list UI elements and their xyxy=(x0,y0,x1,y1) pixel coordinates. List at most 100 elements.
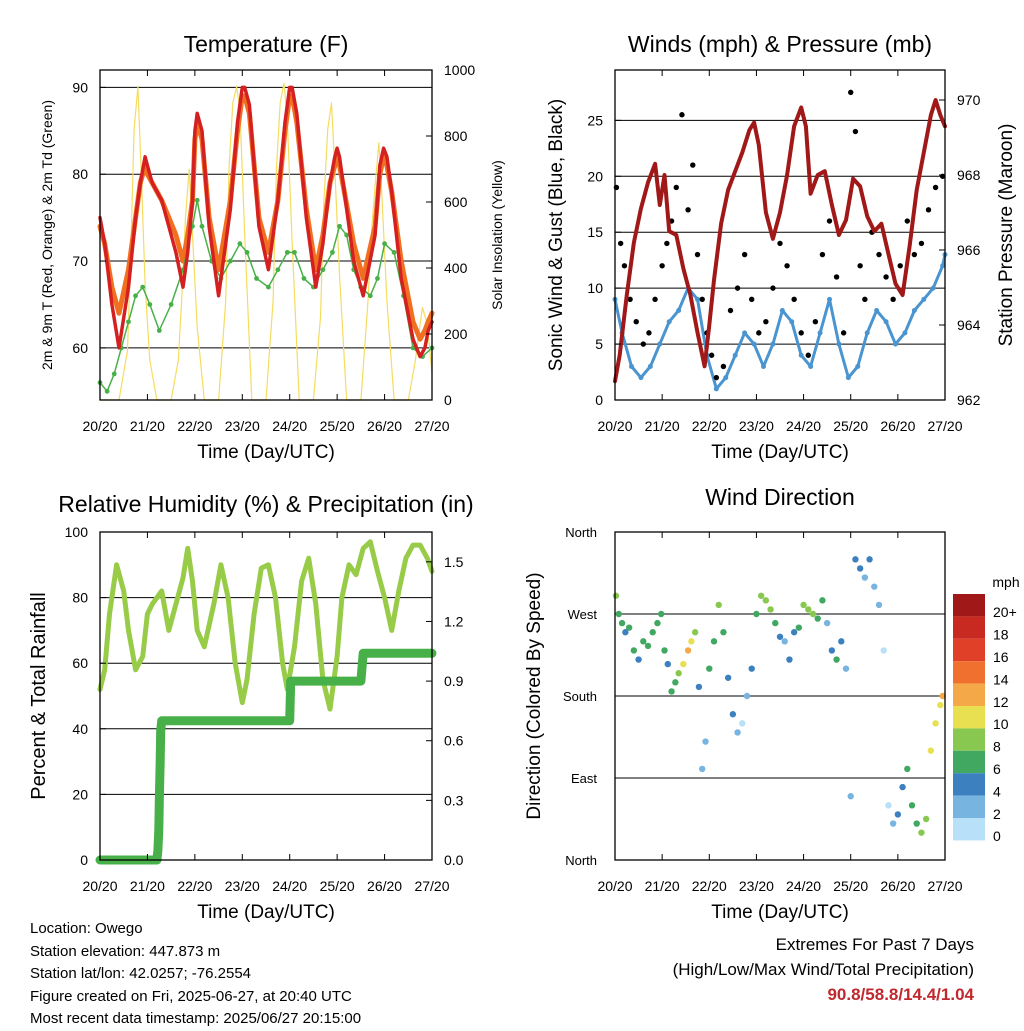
gust-point xyxy=(862,296,868,303)
direction-point xyxy=(790,629,798,636)
direction-point xyxy=(706,665,713,672)
y-tick-label-right: 0.9 xyxy=(444,673,464,689)
dewpoint-point xyxy=(237,241,243,247)
wind-point xyxy=(940,263,946,269)
gust-point xyxy=(627,296,633,303)
x-tick-label: 26/20 xyxy=(367,418,402,434)
dewpoint-point xyxy=(320,267,326,273)
direction-point xyxy=(875,601,883,609)
x-tick-label: 24/20 xyxy=(272,878,307,894)
direction-point xyxy=(691,629,699,636)
x-axis-label: Time (Day/UTC) xyxy=(711,442,849,463)
legend-swatch xyxy=(953,683,985,706)
direction-point xyxy=(724,674,732,681)
dewpoint-point xyxy=(194,197,200,203)
series-relative-humidity xyxy=(97,539,435,712)
series-sonic-wind xyxy=(613,253,947,391)
gust-point xyxy=(763,318,769,325)
y-tick-label: 90 xyxy=(72,79,88,95)
direction-point xyxy=(762,597,770,604)
dewpoint-point xyxy=(275,267,281,273)
legend-label: 12 xyxy=(993,694,1009,710)
legend-label: 20+ xyxy=(993,604,1017,620)
x-tick-label: 22/20 xyxy=(177,418,212,434)
dewpoint-point xyxy=(337,223,342,229)
legend-swatch xyxy=(953,795,985,818)
direction-point xyxy=(753,610,760,618)
gust-point xyxy=(659,263,665,269)
y-axis-label: Percent & Total Rainfall xyxy=(28,592,50,800)
legend-swatch xyxy=(953,661,985,684)
plot-frame xyxy=(614,69,946,401)
series-station-pressure xyxy=(613,98,947,384)
wind-point xyxy=(657,341,663,347)
x-tick-label: 21/20 xyxy=(130,418,165,434)
gust-point xyxy=(633,318,639,325)
gust-point xyxy=(883,274,889,280)
direction-point xyxy=(772,619,779,627)
y-tick-label: East xyxy=(571,771,597,786)
y-axis-label-right: Solar Insolation (Yellow) xyxy=(489,160,505,310)
y-tick-label: 60 xyxy=(72,340,88,356)
dewpoint-point xyxy=(301,276,307,281)
direction-point xyxy=(672,679,679,686)
direction-point xyxy=(630,647,638,654)
wind-point xyxy=(761,363,766,369)
y-tick-label: 15 xyxy=(587,224,603,240)
extremes-subtitle: (High/Low/Max Wind/Total Precipitation) xyxy=(672,960,974,979)
station-location: Location: Owego xyxy=(30,920,143,937)
wind-point xyxy=(874,308,880,314)
wind-point xyxy=(629,363,634,369)
legend-label: 2 xyxy=(993,806,1001,822)
direction-point xyxy=(847,793,854,800)
wind-point xyxy=(751,341,757,347)
x-tick-label: 23/20 xyxy=(739,878,774,894)
gust-point xyxy=(819,251,826,258)
direction-point xyxy=(615,610,622,618)
direction-point xyxy=(828,647,836,654)
plot-frame xyxy=(99,531,433,861)
legend-label: 14 xyxy=(993,671,1009,687)
direction-point xyxy=(661,647,668,654)
chart-title: Temperature (F) xyxy=(184,31,349,57)
dewpoint-point xyxy=(133,293,138,299)
legend-swatch xyxy=(953,818,985,841)
y-axis-label: 2m & 9m T (Red, Orange) & 2m Td (Green) xyxy=(39,100,55,370)
direction-point xyxy=(927,747,935,754)
gust-point xyxy=(694,251,701,258)
y-tick-label-right: 1000 xyxy=(444,62,475,78)
direction-point xyxy=(833,656,840,663)
y-tick-label: 80 xyxy=(72,166,88,182)
legend-swatch xyxy=(953,750,985,774)
station-elevation: Station elevation: 447.873 m xyxy=(30,942,221,960)
legend-label: 16 xyxy=(993,649,1009,665)
gust-point xyxy=(749,296,755,303)
gust-point xyxy=(741,251,748,258)
x-tick-label: 20/20 xyxy=(597,878,632,894)
direction-point xyxy=(913,820,920,827)
direction-point xyxy=(649,629,656,636)
x-tick-label: 21/20 xyxy=(645,418,680,434)
wind-point xyxy=(638,375,644,381)
wind-point xyxy=(695,296,700,302)
direction-point xyxy=(885,802,892,809)
direction-point xyxy=(715,601,722,609)
wind-point xyxy=(817,330,823,336)
wind-point xyxy=(789,319,795,325)
legend-label: 10 xyxy=(993,716,1009,732)
legend-swatch xyxy=(953,706,985,729)
direction-point xyxy=(699,765,706,773)
direction-point xyxy=(684,647,692,654)
direction-point xyxy=(871,583,878,590)
dewpoint-point xyxy=(126,319,131,325)
direction-point xyxy=(922,815,930,823)
dewpoint-point xyxy=(254,276,259,281)
x-tick-label: 23/20 xyxy=(739,418,774,434)
dewpoint-point xyxy=(156,328,162,333)
direction-point xyxy=(680,660,687,668)
legend-swatch xyxy=(953,728,985,751)
y-axis-label-right: Station Pressure (Maroon) xyxy=(996,124,1017,347)
x-axis-label: Time (Day/UTC) xyxy=(197,902,335,923)
x-tick-label: 27/20 xyxy=(414,878,449,894)
wind-point xyxy=(713,386,719,392)
